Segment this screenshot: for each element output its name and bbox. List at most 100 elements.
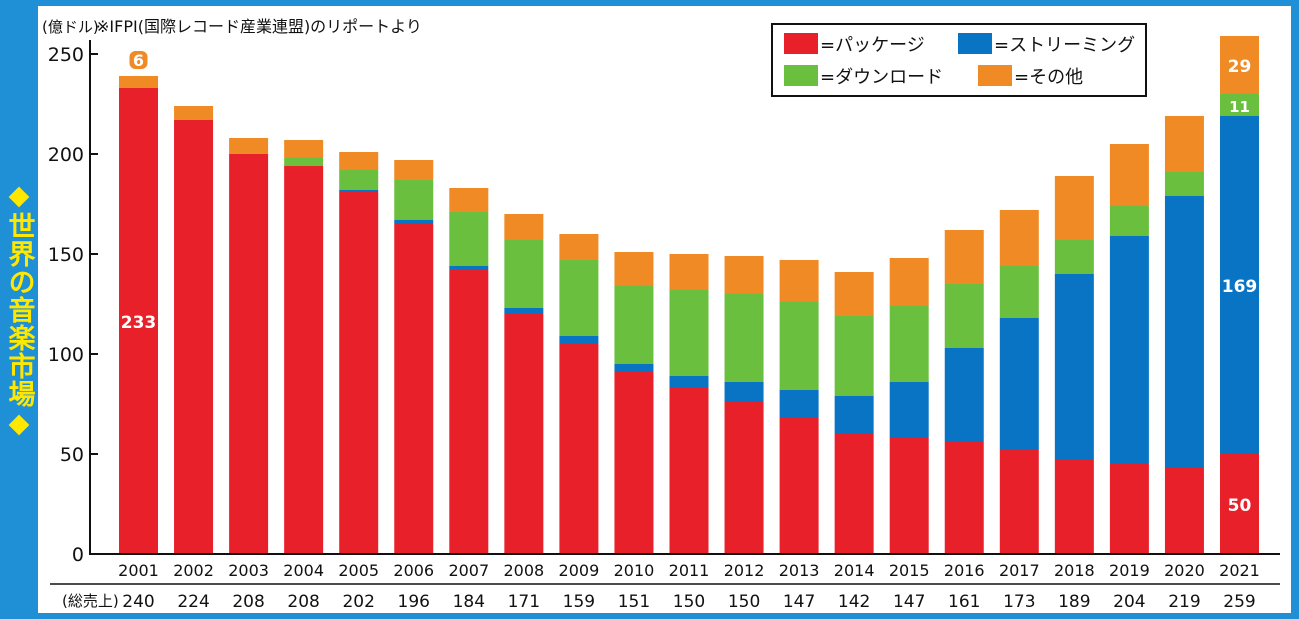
bar-segment [119,88,158,554]
data-label: 169 [1222,277,1258,297]
bar-segment [449,188,489,212]
bar-segment [614,252,654,286]
x-tick-label: 2006 [393,561,434,580]
bar-segment [779,302,819,390]
totals-label: (総売上) [62,592,119,610]
bar-segment [1164,468,1204,554]
bar-segment [339,192,379,554]
bars [119,36,1259,554]
bar-segment [999,210,1039,266]
bar-segment [339,170,379,190]
x-tick-label: 2021 [1219,561,1260,580]
x-tick-label: 2020 [1164,561,1205,580]
bar-segment [449,212,489,266]
bar-segment [284,166,324,554]
bar-segment [779,390,819,418]
x-tick-label: 2004 [283,561,324,580]
bar-segment [1164,196,1204,468]
bar-segment [999,266,1039,318]
bar-segment [284,158,324,166]
bar-segment [1164,172,1204,196]
x-tick-label: 2017 [999,561,1040,580]
x-tick-label: 2018 [1054,561,1095,580]
bar-segment [339,190,379,192]
x-tick-label: 2007 [448,561,489,580]
legend-swatch [958,33,992,54]
bar-segment [889,438,929,554]
total-value: 219 [1168,592,1200,612]
bar-segment [1109,464,1149,554]
bar-segment [614,286,654,364]
bar-segment [284,140,324,158]
side-title-band: ◆世界の音楽市場◆ [0,0,38,619]
total-value: 224 [177,592,209,612]
x-tick-label: 2008 [503,561,544,580]
bar-segment [669,254,709,290]
bar-segment [724,382,764,402]
bar-segment [1164,116,1204,172]
bar-segment [449,270,489,554]
data-label-badge [127,49,150,71]
total-value: 150 [728,592,760,612]
data-label: 233 [121,313,157,333]
x-tick-label: 2009 [559,561,600,580]
source-note: ※IFPI(国際レコード産業連盟)のリポートより [96,17,422,36]
bar-segment [1109,236,1149,464]
total-value: 150 [673,592,705,612]
bar-segment [999,318,1039,450]
bar-segment [339,152,379,170]
bar-segment [1054,274,1094,460]
bar-segment [1220,454,1259,554]
x-tick-label: 2011 [669,561,710,580]
total-value: 208 [232,592,264,612]
bar-segment [394,160,434,180]
total-value: 208 [287,592,319,612]
bar-segment [1054,460,1094,554]
bar-segment [559,260,599,336]
bar-segment [504,214,544,240]
legend-swatch [978,65,1012,86]
y-tick-label: 50 [60,444,84,466]
bar-segment [889,306,929,382]
x-tick-label: 2013 [779,561,820,580]
legend-label: =パッケージ [820,35,925,56]
total-value: 147 [893,592,925,612]
bar-segment [944,442,984,554]
data-label: 29 [1228,57,1252,77]
data-label: 50 [1228,496,1252,516]
bar-segment [724,256,764,294]
bar-segment [889,258,929,306]
bar-segment [779,418,819,554]
bar-segment [559,336,599,344]
bar-segment [944,284,984,348]
bar-segment [1220,36,1259,94]
bar-segment [1109,206,1149,236]
total-value: 173 [1003,592,1035,612]
bar-segment [889,382,929,438]
x-tick-label: 2012 [724,561,765,580]
bar-segment [504,308,544,314]
bar-segment [1220,116,1259,454]
legend-label: =ダウンロード [820,67,943,88]
bar-segment [834,272,874,316]
bar-segment [724,294,764,382]
total-value: 259 [1223,592,1255,612]
bar-segment [944,348,984,442]
bar-segment [1109,144,1149,206]
bar-segment [779,260,819,302]
bar-segment [504,240,544,308]
x-tick-label: 2015 [889,561,930,580]
bar-segment [834,396,874,434]
total-value: 184 [453,592,485,612]
bar-segment [834,434,874,554]
bar-segment [614,364,654,372]
y-tick-label: 200 [48,144,84,166]
x-tick-label: 2002 [173,561,214,580]
bar-segment [669,290,709,376]
bar-segment [394,180,434,220]
bar-segment [559,234,599,260]
x-tick-label: 2001 [118,561,159,580]
x-tick-label: 2005 [338,561,379,580]
bar-segment [669,388,709,554]
